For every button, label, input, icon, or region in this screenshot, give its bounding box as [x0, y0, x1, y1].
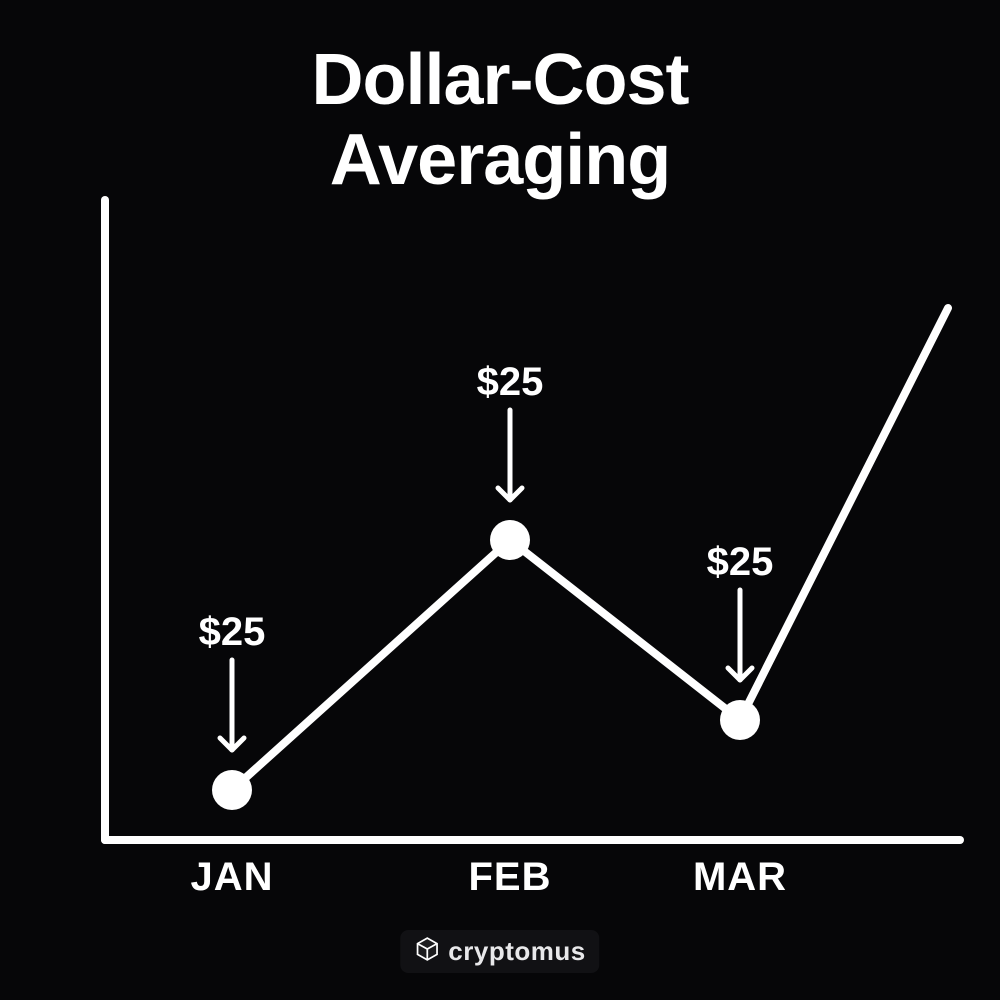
- brand-name: cryptomus: [448, 936, 585, 967]
- series-line: [232, 308, 948, 790]
- x-axis-label: FEB: [469, 855, 552, 900]
- value-label: $25: [477, 360, 544, 405]
- value-label: $25: [707, 540, 774, 585]
- data-point: [212, 770, 252, 810]
- x-axis-label: JAN: [190, 855, 273, 900]
- value-label: $25: [199, 610, 266, 655]
- data-point: [490, 520, 530, 560]
- cube-icon: [414, 936, 440, 967]
- x-axis-label: MAR: [693, 855, 787, 900]
- infographic-canvas: Dollar-Cost Averaging JANFEBMAR $25$25$2…: [0, 0, 1000, 1000]
- brand-badge: cryptomus: [400, 930, 599, 973]
- arrows: [220, 410, 752, 750]
- line-chart: [0, 0, 1000, 1000]
- data-point: [720, 700, 760, 740]
